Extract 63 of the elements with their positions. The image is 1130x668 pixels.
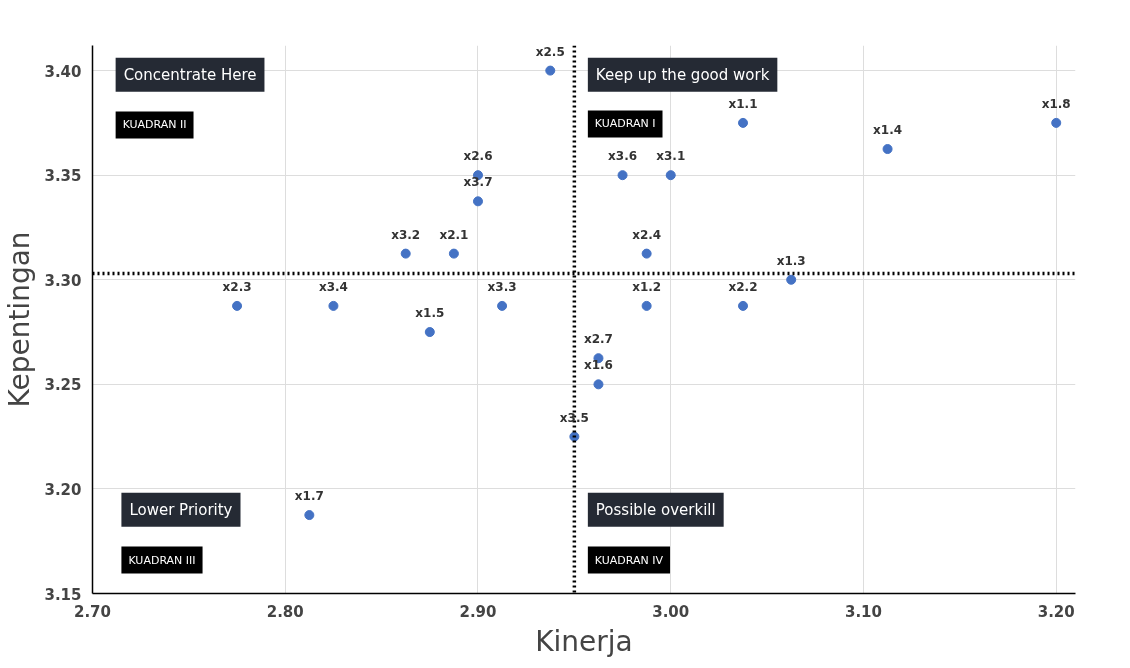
point [232, 300, 243, 311]
annotation: x1.2 [632, 279, 662, 294]
annotation: x2.4 [632, 227, 662, 242]
point [497, 300, 508, 311]
annotation: x3.1 [656, 149, 686, 164]
annotation: x2.6 [463, 149, 493, 164]
annotation: x3.2 [391, 227, 421, 242]
annotation: x2.3 [222, 279, 252, 294]
point [738, 300, 749, 311]
point [304, 510, 315, 521]
y-tick-label: 3.25 [44, 376, 82, 395]
annotation: KUADRAN III [128, 553, 196, 567]
annotation: x2.1 [439, 227, 469, 242]
annotation: x3.5 [559, 410, 589, 425]
annotation: KUADRAN IV [594, 553, 664, 567]
point [617, 170, 628, 181]
annotation: x1.1 [728, 96, 758, 111]
point [424, 327, 435, 338]
annotation: x1.6 [583, 358, 613, 373]
point [738, 117, 749, 128]
y-tick-label: 3.20 [44, 480, 82, 499]
annotation: x3.6 [608, 149, 638, 164]
annotation: x3.7 [463, 175, 493, 190]
annotation: x1.7 [294, 489, 324, 504]
annotation: KUADRAN II [122, 118, 187, 132]
y-axis-title: Kepentingan [3, 231, 37, 408]
x-axis-title: Kinerja [535, 624, 633, 658]
point [641, 248, 652, 259]
point [665, 170, 676, 181]
point [641, 300, 652, 311]
annotation: x2.2 [728, 279, 758, 294]
annotation: KUADRAN I [594, 117, 656, 131]
x-tick-label: 3.10 [844, 602, 882, 621]
annotation: x2.7 [583, 332, 613, 347]
x-tick-label: 3.00 [652, 602, 690, 621]
y-tick-label: 3.15 [44, 585, 82, 604]
point [593, 379, 604, 390]
y-tick-label: 3.40 [44, 62, 82, 81]
point [545, 65, 556, 76]
point [472, 196, 483, 207]
annotation: Keep up the good work [595, 65, 770, 84]
point [448, 248, 459, 259]
annotation: Possible overkill [595, 500, 716, 519]
annotation: x1.8 [1041, 96, 1071, 111]
annotation: Concentrate Here [123, 65, 257, 84]
annotation: x1.4 [873, 123, 903, 138]
point [786, 274, 797, 285]
annotation: x1.3 [776, 253, 806, 268]
annotation: Lower Priority [129, 500, 233, 519]
y-tick-label: 3.30 [44, 271, 82, 290]
x-tick-label: 3.20 [1037, 602, 1075, 621]
annotation: x2.5 [535, 44, 565, 59]
point [400, 248, 411, 259]
point [328, 300, 339, 311]
point [1051, 117, 1062, 128]
point [882, 144, 893, 155]
x-tick-label: 2.90 [459, 602, 497, 621]
annotation: x3.3 [487, 279, 517, 294]
annotation: x1.5 [415, 306, 445, 321]
x-tick-label: 2.70 [74, 602, 112, 621]
annotation: x3.4 [318, 279, 348, 294]
y-tick-label: 3.35 [44, 167, 82, 186]
x-tick-label: 2.80 [266, 602, 304, 621]
